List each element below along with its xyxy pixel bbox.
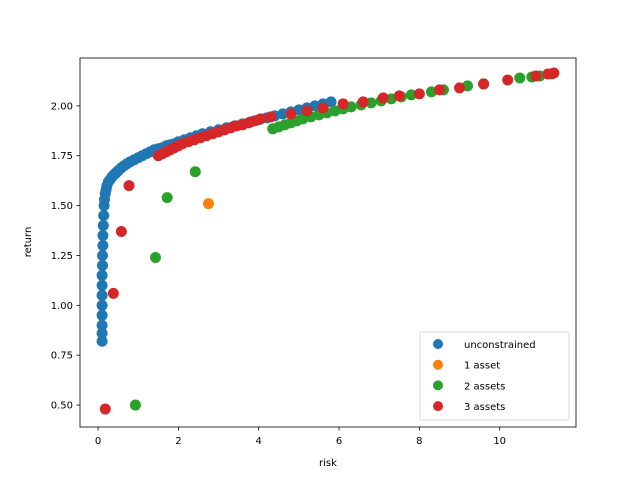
data-point bbox=[123, 180, 135, 192]
x-tick-label: 8 bbox=[416, 436, 422, 447]
data-point bbox=[433, 84, 445, 96]
y-tick-label: 1.00 bbox=[51, 301, 73, 312]
data-point bbox=[285, 108, 297, 120]
data-point bbox=[454, 82, 466, 94]
legend-entry: 1 asset bbox=[433, 359, 500, 372]
y-tick-label: 2.00 bbox=[51, 101, 73, 112]
data-point bbox=[96, 289, 108, 301]
x-tick-label: 4 bbox=[256, 436, 262, 447]
y-tick-label: 1.50 bbox=[51, 201, 73, 212]
data-point bbox=[99, 403, 111, 415]
data-point bbox=[548, 67, 560, 79]
legend-label: unconstrained bbox=[464, 340, 536, 351]
y-tick-label: 0.75 bbox=[51, 351, 73, 362]
data-point bbox=[161, 192, 173, 204]
data-point bbox=[98, 210, 110, 222]
data-point bbox=[107, 287, 119, 299]
legend-marker bbox=[433, 380, 443, 391]
x-tick-label: 0 bbox=[95, 436, 101, 447]
legend-marker bbox=[433, 359, 443, 370]
data-point bbox=[96, 309, 108, 321]
y-axis-label: return bbox=[23, 227, 34, 258]
x-tick-label: 10 bbox=[493, 436, 506, 447]
legend-marker bbox=[433, 339, 443, 349]
legend-entry: 2 assets bbox=[433, 380, 505, 392]
series-3-assets bbox=[99, 67, 560, 415]
data-point bbox=[365, 97, 377, 109]
data-point bbox=[96, 319, 108, 331]
data-point bbox=[189, 166, 201, 178]
x-axis-label: risk bbox=[319, 458, 337, 469]
data-point bbox=[96, 327, 108, 339]
legend-label: 1 asset bbox=[464, 361, 500, 372]
data-point bbox=[478, 78, 490, 90]
legend: unconstrained 1 asset 2 assets 3 assets bbox=[419, 331, 570, 421]
data-point bbox=[96, 335, 108, 347]
y-tick-label: 1.25 bbox=[51, 251, 73, 262]
axes-frame bbox=[79, 57, 577, 428]
x-tick-label: 6 bbox=[336, 436, 342, 447]
x-tick-label: 2 bbox=[175, 436, 181, 447]
data-point bbox=[97, 239, 109, 251]
legend-label: 2 assets bbox=[464, 381, 505, 392]
y-tick-label: 1.75 bbox=[51, 151, 73, 162]
data-point bbox=[325, 96, 337, 108]
data-point bbox=[150, 251, 162, 263]
data-point bbox=[129, 399, 141, 411]
data-point bbox=[96, 299, 108, 311]
data-point bbox=[317, 102, 329, 114]
data-point bbox=[203, 198, 215, 210]
data-point bbox=[514, 72, 526, 84]
data-point bbox=[97, 220, 109, 232]
data-point bbox=[96, 269, 108, 281]
legend-box bbox=[419, 331, 570, 421]
data-point bbox=[393, 90, 405, 102]
data-point bbox=[96, 279, 108, 291]
data-point bbox=[301, 105, 313, 117]
data-point bbox=[413, 88, 425, 100]
y-tick-label: 0.50 bbox=[51, 401, 73, 412]
legend-label: 3 assets bbox=[464, 402, 505, 413]
legend-entry: 3 assets bbox=[433, 401, 505, 413]
data-point bbox=[357, 96, 369, 108]
data-point bbox=[265, 111, 277, 123]
legend-marker bbox=[433, 401, 443, 412]
data-point bbox=[96, 249, 108, 261]
legend-entry: unconstrained bbox=[433, 339, 536, 351]
series-1-asset bbox=[203, 198, 215, 210]
data-point bbox=[255, 113, 267, 125]
data-point bbox=[530, 70, 542, 82]
data-point bbox=[377, 92, 389, 104]
data-point bbox=[115, 226, 127, 238]
data-point bbox=[97, 230, 109, 242]
x-axis: 0 2 4 6 8 10 bbox=[95, 427, 506, 447]
data-point bbox=[502, 74, 514, 86]
data-point bbox=[337, 98, 349, 110]
plot-marks bbox=[96, 67, 560, 415]
data-point bbox=[96, 259, 108, 271]
y-axis: 0.50 0.75 1.00 1.25 1.50 1.75 2.00 bbox=[51, 101, 80, 412]
data-point bbox=[405, 89, 417, 101]
